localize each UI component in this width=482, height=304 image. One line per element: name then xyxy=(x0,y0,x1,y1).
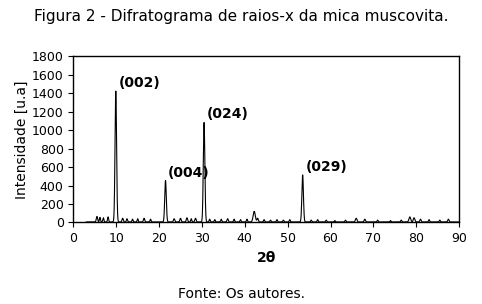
Y-axis label: Intensidade [u.a]: Intensidade [u.a] xyxy=(15,80,29,199)
Text: Figura 2 - Difratograma de raios-x da mica muscovita.: Figura 2 - Difratograma de raios-x da mi… xyxy=(34,9,448,24)
Text: (004): (004) xyxy=(168,166,209,180)
X-axis label: 2θ: 2θ xyxy=(256,251,276,265)
Text: Fonte: Os autores.: Fonte: Os autores. xyxy=(177,287,305,301)
Text: (002): (002) xyxy=(119,76,160,90)
Text: (029): (029) xyxy=(306,160,348,174)
Text: (024): (024) xyxy=(207,108,249,122)
